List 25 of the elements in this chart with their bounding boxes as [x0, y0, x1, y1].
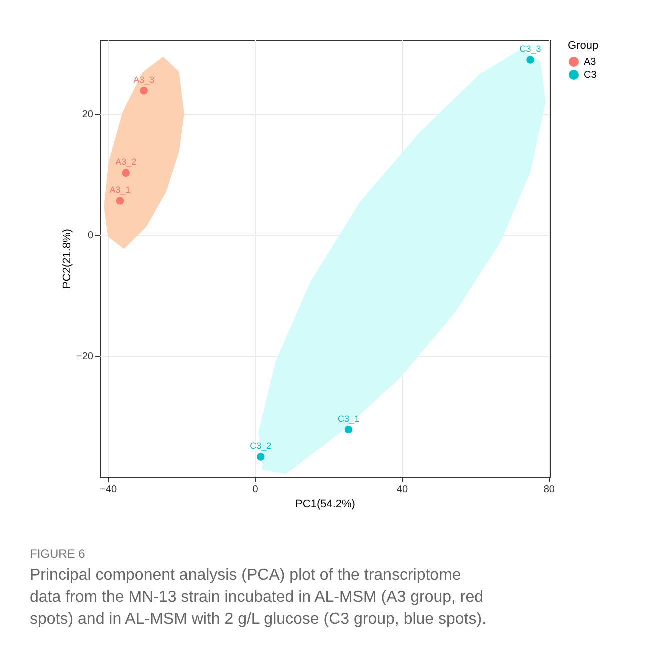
x-tick-label: 40 [396, 484, 408, 496]
annotation: C3_3 [520, 44, 542, 54]
x-tick-label: −40 [100, 484, 118, 496]
y-tick-label: 0 [88, 230, 94, 242]
point [257, 453, 265, 461]
point [122, 169, 130, 178]
annotation: C3_2 [250, 441, 272, 452]
y-tick-label: −20 [76, 351, 94, 362]
y-axis-title: PC2(21.8%) [62, 229, 74, 289]
text: Principal component analysis (PCA) plot of the transcriptome data from the MN-13 strain incubated in AL-MSM (A3 group, red spots) and in AL-MSM with 2 g/L glucose (C3 group, blue spots). [30, 567, 487, 628]
point [526, 56, 534, 64]
annotation: A3_1 [110, 185, 131, 195]
legend-title: Group [568, 40, 599, 52]
point [140, 86, 148, 95]
x-axis-title: PC1(54.2%) [296, 498, 356, 510]
x-tick-label: 0 [252, 484, 259, 496]
y-tick-label: 20 [82, 109, 94, 120]
point [344, 426, 353, 434]
legend-label: C3 [584, 70, 598, 81]
text: FIGURE 6 [30, 547, 86, 561]
x-tick-label: 80 [544, 484, 556, 496]
point [116, 197, 124, 205]
annotation: A3_2 [116, 157, 137, 168]
legend-label: A3 [584, 57, 597, 68]
annotation: C3_1 [338, 414, 360, 424]
